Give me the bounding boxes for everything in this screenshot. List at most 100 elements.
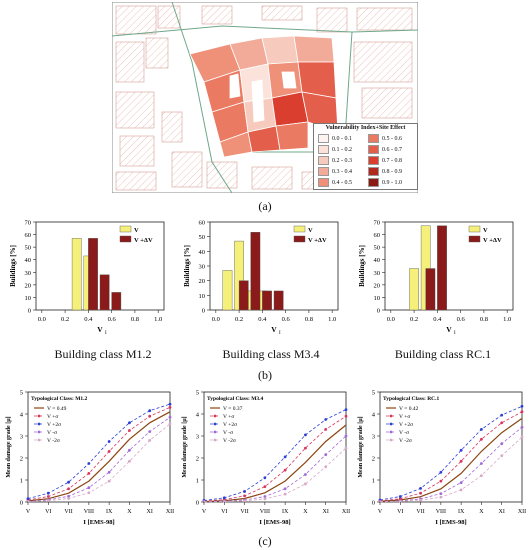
x-tick-label: 0.6 bbox=[282, 316, 291, 323]
map-legend-item: 0.8 - 0.9 bbox=[368, 167, 402, 176]
damage-curve-m34: 0 1 2 3 4 5 V VI VII VIII IX X XI XII I [EMS-98] Mean d… bbox=[182, 390, 350, 527]
series-line bbox=[203, 435, 347, 503]
legend-label: 0.1 - 0.2 bbox=[332, 146, 352, 153]
y-tick-label: 2 bbox=[196, 456, 199, 463]
map-legend-item: 0.6 - 0.7 bbox=[368, 145, 402, 154]
legend-label: V +σ bbox=[47, 414, 58, 420]
legend-label: V -2σ bbox=[399, 438, 412, 444]
data-point bbox=[500, 413, 504, 417]
legend-label: V -σ bbox=[47, 430, 57, 436]
data-point bbox=[283, 492, 287, 496]
data-point bbox=[344, 408, 348, 411]
x-axis-label: I [EMS-98] bbox=[83, 519, 114, 526]
data-point bbox=[263, 485, 267, 488]
legend-swatch bbox=[468, 235, 481, 243]
bar bbox=[222, 270, 233, 311]
legend-label: V +ΔV bbox=[483, 237, 502, 244]
data-point bbox=[304, 433, 307, 437]
data-point bbox=[398, 499, 402, 503]
caption-b: (b) bbox=[258, 368, 272, 382]
typological-class-label: Typological Class: RC.1 bbox=[383, 396, 440, 402]
data-point bbox=[243, 494, 246, 498]
map-legend-item: 0.7 - 0.8 bbox=[368, 156, 402, 165]
data-point bbox=[419, 498, 422, 502]
y-tick-label: 0 bbox=[28, 308, 31, 315]
x-axis-label: V bbox=[97, 325, 103, 334]
data-point bbox=[439, 470, 443, 474]
data-point bbox=[459, 459, 463, 463]
y-tick-label: 30 bbox=[25, 270, 32, 277]
data-point bbox=[439, 492, 443, 496]
data-point bbox=[520, 425, 524, 429]
y-tick-label: 10 bbox=[374, 295, 381, 302]
caption-c: (c) bbox=[258, 534, 272, 548]
data-point bbox=[283, 468, 287, 472]
legend-marker bbox=[213, 438, 217, 442]
x-tick-label: XII bbox=[166, 509, 174, 515]
bar bbox=[88, 238, 98, 311]
data-point bbox=[324, 453, 328, 457]
x-tick-label: IX bbox=[106, 509, 113, 515]
legend-label: V +2σ bbox=[47, 422, 61, 428]
y-tick-label: 1 bbox=[372, 478, 375, 485]
map-legend-item: 0.2 - 0.3 bbox=[318, 156, 352, 165]
series-line bbox=[379, 417, 523, 502]
bar bbox=[238, 280, 249, 311]
legend-marker bbox=[37, 430, 41, 434]
x-tick-label: 0.4 bbox=[433, 316, 442, 323]
bar bbox=[409, 268, 419, 311]
legend-label: 0.9 - 1.0 bbox=[382, 179, 402, 186]
y-tick-label: 3 bbox=[196, 434, 199, 441]
data-point bbox=[67, 487, 70, 491]
data-point bbox=[128, 421, 131, 425]
data-point bbox=[168, 402, 172, 406]
vulnerability-map bbox=[112, 2, 418, 193]
data-point bbox=[419, 486, 422, 490]
x-axis-label: V bbox=[271, 325, 277, 334]
map-legend-item: 0.3 - 0.4 bbox=[318, 167, 352, 176]
legend-marker bbox=[389, 414, 393, 418]
data-point bbox=[148, 439, 152, 442]
x-tick-label: X bbox=[127, 509, 132, 515]
y-tick-label: 0 bbox=[377, 308, 380, 315]
legend-label: V bbox=[134, 227, 139, 234]
data-point bbox=[324, 428, 328, 431]
x-tick-label: 0.8 bbox=[305, 316, 313, 323]
legend-swatch bbox=[318, 156, 329, 165]
legend-swatch bbox=[368, 178, 379, 187]
data-point bbox=[304, 473, 307, 476]
y-axis-label: Mean damage grade [μ] bbox=[6, 416, 12, 477]
x-tick-label: VI bbox=[397, 509, 403, 515]
legend-marker bbox=[213, 414, 217, 418]
data-point bbox=[344, 434, 348, 438]
y-axis-label: Mean damage grade [μ] bbox=[182, 416, 188, 477]
x-tick-label: 0.4 bbox=[258, 316, 267, 323]
legend-swatch bbox=[293, 225, 306, 233]
legend-label: 0.6 - 0.7 bbox=[382, 146, 402, 153]
legend-label: 0.3 - 0.4 bbox=[332, 168, 352, 175]
map-legend-item: 0.4 - 0.5 bbox=[318, 178, 352, 187]
x-tick-label: XI bbox=[147, 509, 153, 515]
legend-swatch bbox=[318, 145, 329, 154]
y-tick-label: 2 bbox=[20, 456, 23, 463]
y-tick-label: 10 bbox=[199, 293, 206, 300]
y-tick-label: 0 bbox=[20, 500, 23, 507]
data-point bbox=[520, 410, 524, 414]
x-tick-label: 0.0 bbox=[38, 316, 46, 323]
legend-swatch bbox=[368, 156, 379, 165]
x-tick-label: 0.0 bbox=[212, 316, 220, 323]
data-point bbox=[107, 470, 111, 474]
y-tick-label: 0 bbox=[196, 500, 199, 507]
y-tick-label: 5 bbox=[20, 390, 23, 397]
y-axis-label: Buildings [%] bbox=[358, 245, 366, 287]
x-tick-label: 0.6 bbox=[108, 316, 117, 323]
legend-label: V -σ bbox=[399, 430, 409, 436]
bar bbox=[273, 290, 284, 311]
data-point bbox=[168, 415, 172, 419]
legend-swatch bbox=[368, 167, 379, 176]
y-tick-label: 2 bbox=[372, 456, 375, 463]
y-tick-label: 20 bbox=[199, 278, 206, 285]
bar bbox=[99, 274, 110, 311]
data-point bbox=[283, 487, 287, 491]
